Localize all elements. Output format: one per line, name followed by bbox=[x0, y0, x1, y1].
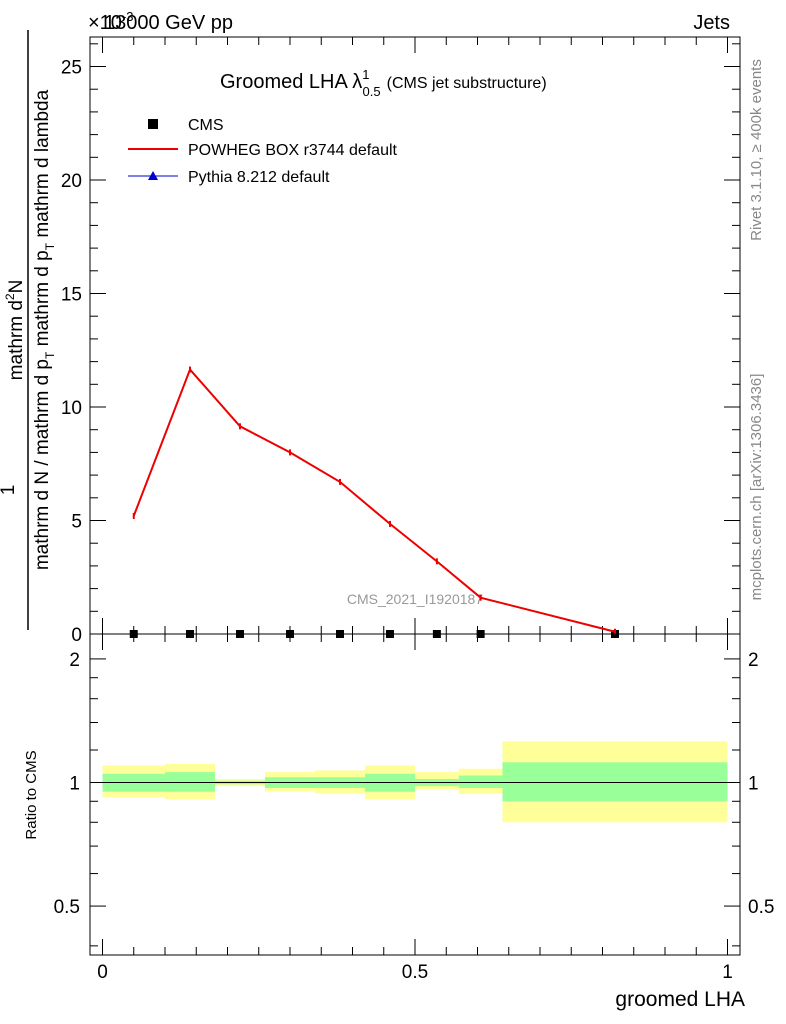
plot-title: Groomed LHA λ1 0.5 (CMS jet substructure) bbox=[220, 67, 547, 99]
source-side-label: mcplots.cern.ch [arXiv:1306.3436] bbox=[748, 374, 765, 601]
main-y-tick-label: 10 bbox=[61, 398, 82, 419]
x-tick-label: 0 bbox=[97, 962, 108, 983]
ratio-y-tick-labels: 0.5 0.5 1 1 2 2 bbox=[54, 650, 775, 918]
main-y-axis-label: mathrm d2N 1 mathrm d N / mathrm d pT ma… bbox=[0, 30, 57, 630]
main-y-tick-label: 25 bbox=[61, 58, 82, 79]
y-exponent-label: ×10-3 bbox=[88, 9, 134, 34]
legend-label-cms: CMS bbox=[188, 117, 224, 134]
ratio-axis-ticks bbox=[90, 634, 740, 955]
y-label-numerator: mathrm d2N bbox=[3, 280, 27, 381]
ratio-inner-band bbox=[165, 772, 215, 792]
energy-label: 13000 GeV pp bbox=[104, 12, 233, 34]
main-y-tick-label: 20 bbox=[61, 171, 82, 192]
rivet-side-label: Rivet 3.1.10, ≥ 400k events bbox=[748, 59, 765, 241]
ratio-y-tick-label: 1 bbox=[69, 773, 80, 794]
legend: CMS POWHEG BOX r3744 default Pythia 8.21… bbox=[128, 117, 398, 186]
ratio-y-tick-label-right: 2 bbox=[748, 650, 759, 671]
ratio-y-axis-label: Ratio to CMS bbox=[23, 750, 40, 839]
ratio-y-tick-label: 0.5 bbox=[54, 897, 80, 918]
legend-label-powheg: POWHEG BOX r3744 default bbox=[188, 142, 398, 159]
main-y-tick-label: 0 bbox=[71, 625, 82, 646]
ratio-inner-band bbox=[502, 762, 728, 802]
ratio-band-layer bbox=[102, 741, 728, 823]
main-y-tick-labels: 0 5 10 15 20 25 bbox=[61, 58, 82, 646]
x-axis-label: groomed LHA bbox=[615, 988, 745, 1011]
y-label-denominator: mathrm d N / mathrm d pT mathrm d pT mat… bbox=[32, 89, 57, 570]
x-tick-label: 0.5 bbox=[402, 962, 428, 983]
main-y-tick-label: 5 bbox=[71, 512, 82, 533]
process-label: Jets bbox=[693, 12, 730, 34]
legend-marker-pythia bbox=[148, 171, 158, 180]
analysis-watermark: CMS_2021_I1920187 bbox=[347, 591, 483, 607]
ratio-y-tick-label-right: 1 bbox=[748, 773, 759, 794]
y-label-prefix: 1 bbox=[0, 485, 19, 496]
ratio-y-tick-label: 2 bbox=[69, 650, 80, 671]
legend-marker-cms bbox=[148, 119, 158, 129]
x-tick-label: 1 bbox=[722, 962, 733, 983]
ratio-inner-band bbox=[458, 775, 503, 788]
x-tick-labels: 0 0.5 1 bbox=[97, 962, 733, 983]
ratio-y-tick-label-right: 0.5 bbox=[748, 897, 774, 918]
main-y-tick-label: 15 bbox=[61, 285, 82, 306]
legend-label-pythia: Pythia 8.212 default bbox=[188, 169, 330, 186]
